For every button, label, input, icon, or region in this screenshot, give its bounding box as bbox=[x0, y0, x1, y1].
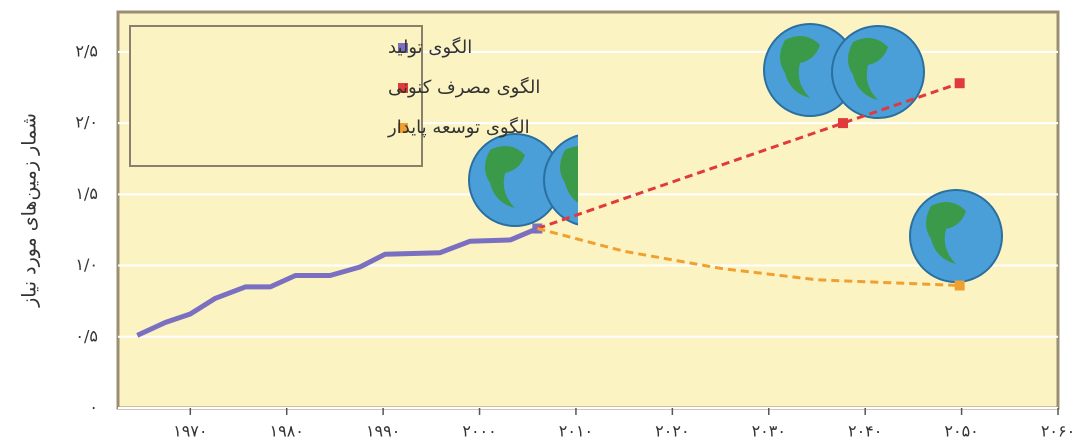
x-tick-label: ۲۰۵۰ bbox=[944, 422, 978, 441]
point-marker bbox=[954, 78, 965, 89]
y-tick-label: ۰ bbox=[89, 398, 98, 417]
x-tick-label: ۱۹۷۰ bbox=[173, 422, 207, 441]
point-marker bbox=[954, 280, 965, 291]
x-tick-label: ۲۰۰۰ bbox=[462, 422, 496, 441]
x-tick-label: ۲۰۲۰ bbox=[655, 422, 689, 441]
x-tick-label: ۲۰۶۰ bbox=[1041, 422, 1075, 441]
legend-label: الگوی تولید bbox=[388, 36, 472, 58]
globe bbox=[909, 189, 1003, 283]
x-tick-label: ۲۰۱۰ bbox=[559, 422, 593, 441]
globe bbox=[543, 134, 578, 226]
y-tick-label: ۲/۰ bbox=[75, 113, 98, 132]
point-marker bbox=[532, 223, 543, 234]
legend-label: الگوی توسعه پایدار bbox=[387, 116, 530, 138]
series-line bbox=[537, 227, 960, 287]
y-tick-label: ۱/۰ bbox=[75, 255, 98, 274]
globes bbox=[468, 23, 1003, 283]
x-tick-label: ۱۹۸۰ bbox=[270, 422, 304, 441]
y-axis-title: شمار زمین‌های مورد نیاز bbox=[19, 113, 41, 308]
x-tick-label: ۱۹۹۰ bbox=[366, 422, 400, 441]
legend-swatch bbox=[398, 43, 408, 53]
legend-label: الگوی مصرف کنونی bbox=[388, 76, 540, 98]
legend-box bbox=[129, 25, 423, 167]
point-marker bbox=[838, 118, 849, 129]
legend-swatch bbox=[398, 123, 408, 133]
series-line bbox=[136, 226, 539, 338]
series-line bbox=[536, 81, 961, 230]
y-tick-label: ۰/۵ bbox=[75, 326, 98, 345]
series-layer bbox=[136, 78, 965, 338]
x-tick-label: ۲۰۳۰ bbox=[752, 422, 786, 441]
y-tick-label: ۱/۵ bbox=[75, 184, 98, 203]
globe bbox=[831, 25, 925, 119]
y-tick-label: ۲/۵ bbox=[75, 41, 98, 60]
legend-swatch bbox=[398, 83, 408, 93]
x-tick-label: ۲۰۴۰ bbox=[848, 422, 882, 441]
globe bbox=[763, 23, 857, 117]
legend: الگوی تولید الگوی مصرف کنونی الگوی توسعه پ… bbox=[387, 36, 540, 138]
